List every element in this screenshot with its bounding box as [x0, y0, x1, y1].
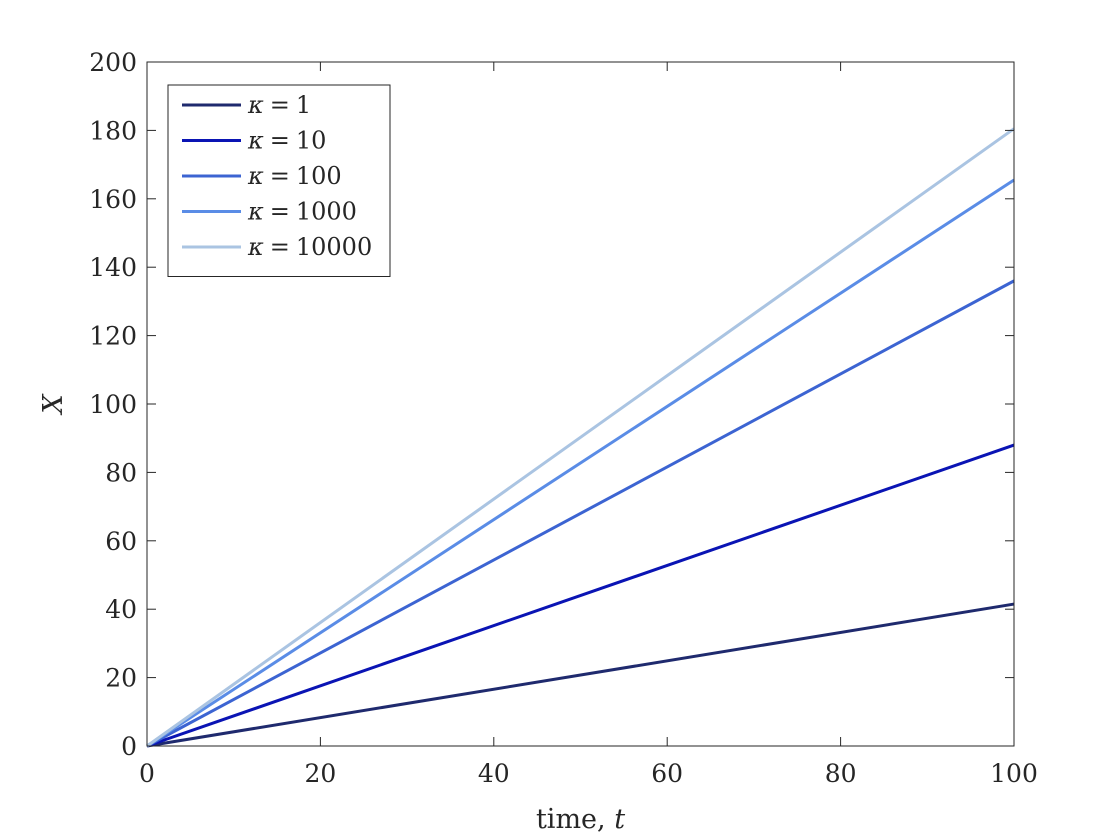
y-tick-label: 160 [89, 185, 137, 214]
y-axis-label: X [38, 393, 69, 416]
x-axis-label-variable: t [614, 804, 625, 835]
legend-label: κ = 100 [247, 162, 342, 190]
legend-label: κ = 1 [247, 91, 311, 119]
x-tick-label: 60 [651, 759, 683, 788]
x-tick-label: 100 [990, 759, 1038, 788]
legend-equals: = [270, 91, 290, 119]
legend-item: κ = 10000 [182, 233, 372, 261]
legend-kappa-value: 10 [296, 127, 327, 155]
series-line-3 [146, 279, 1015, 748]
legend-kappa-symbol: κ [247, 233, 264, 261]
legend-equals: = [270, 198, 290, 226]
plot-lines [146, 127, 1015, 748]
x-tick-label: 40 [478, 759, 510, 788]
legend-label: κ = 10 [247, 127, 326, 155]
series-line-4 [146, 178, 1015, 748]
y-tick-label: 60 [105, 527, 137, 556]
y-tick-label: 100 [89, 390, 137, 419]
legend-item: κ = 100 [182, 162, 342, 190]
y-tick-label: 120 [89, 322, 137, 351]
legend-kappa-value: 1000 [296, 198, 357, 226]
series-line-1 [146, 602, 1015, 748]
legend-label: κ = 10000 [247, 233, 372, 261]
legend-equals: = [270, 127, 290, 155]
legend-label: κ = 1000 [247, 198, 357, 226]
y-tick-label: 180 [89, 116, 137, 145]
legend-equals: = [270, 162, 290, 190]
x-axis-label-text: time, [536, 804, 614, 835]
legend-item: κ = 10 [182, 127, 326, 155]
x-tick-label: 20 [304, 759, 336, 788]
legend-box [167, 84, 391, 277]
y-tick-label: 200 [89, 48, 137, 77]
legend-kappa-symbol: κ [247, 127, 264, 155]
y-tick-label: 80 [105, 458, 137, 487]
legend-item: κ = 1000 [182, 198, 357, 226]
x-tick-label: 0 [139, 759, 155, 788]
y-tick-label: 0 [121, 732, 137, 761]
legend-kappa-value: 100 [296, 162, 342, 190]
legend-kappa-value: 1 [296, 91, 311, 119]
legend-kappa-symbol: κ [247, 91, 264, 119]
x-axis-label: time, t [536, 804, 625, 835]
axis-ticks [146, 61, 1015, 747]
legend-equals: = [270, 233, 290, 261]
y-tick-label: 40 [105, 595, 137, 624]
x-tick-label: 80 [825, 759, 857, 788]
legend-item: κ = 1 [182, 91, 311, 119]
series-line-5 [146, 127, 1015, 748]
legend-kappa-value: 10000 [296, 233, 372, 261]
legend-kappa-symbol: κ [247, 162, 264, 190]
y-tick-label: 20 [105, 664, 137, 693]
legend-kappa-symbol: κ [247, 198, 264, 226]
series-line-2 [146, 443, 1015, 748]
y-tick-label: 140 [89, 253, 137, 282]
